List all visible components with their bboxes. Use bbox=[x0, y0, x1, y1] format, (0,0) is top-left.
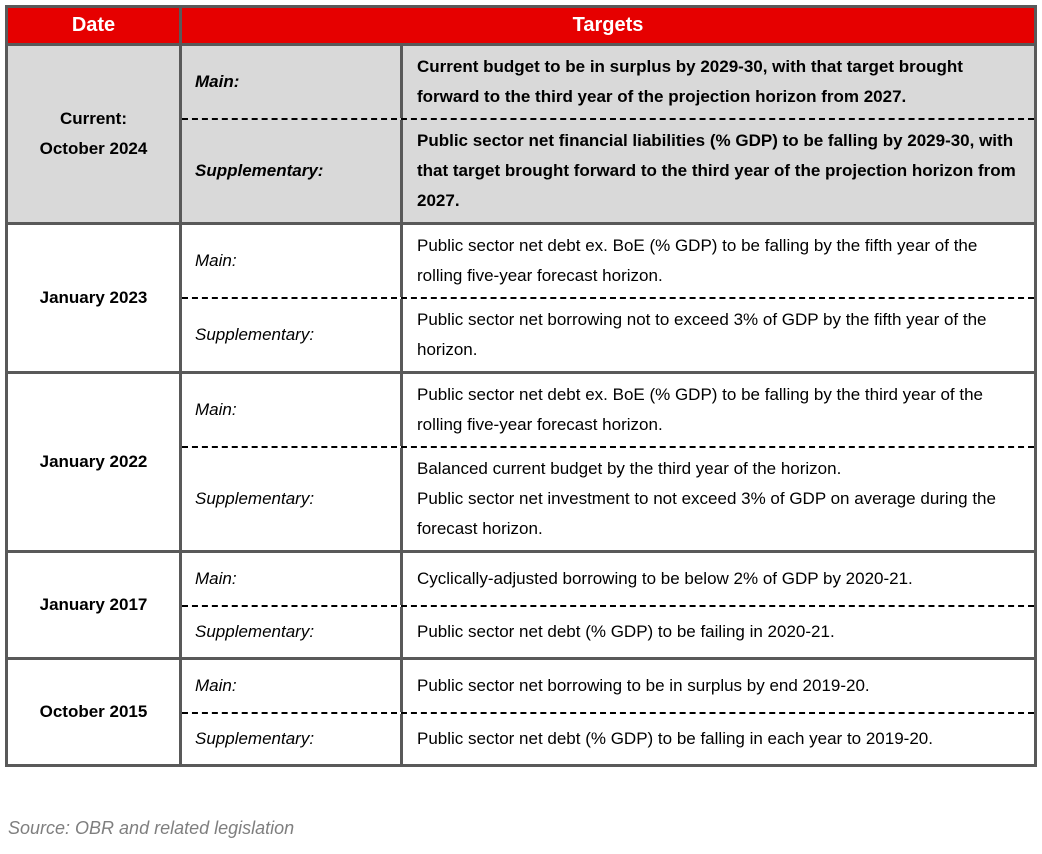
section-january-2017: January 2017 Main: Cyclically-adjusted b… bbox=[8, 550, 1034, 657]
supplementary-label: Supplementary: bbox=[182, 299, 403, 371]
main-label: Main: bbox=[182, 374, 403, 446]
main-target-text: Public sector net borrowing to be in sur… bbox=[417, 676, 870, 695]
main-target-text: Public sector net debt ex. BoE (% GDP) t… bbox=[417, 385, 984, 434]
table-header-row: Date Targets bbox=[8, 8, 1034, 46]
supplementary-target-text: Public sector net financial liabilities … bbox=[417, 131, 1016, 210]
supplementary-target-text: Public sector net debt (% GDP) to be fai… bbox=[417, 622, 835, 641]
main-label: Main: bbox=[182, 225, 403, 297]
section-january-2023: January 2023 Main: Public sector net deb… bbox=[8, 222, 1034, 371]
supplementary-label: Supplementary: bbox=[182, 714, 403, 764]
main-label: Main: bbox=[182, 553, 403, 605]
targets-column-header: Targets bbox=[572, 14, 644, 36]
section-january-2022: January 2022 Main: Public sector net deb… bbox=[8, 371, 1034, 550]
date-cell: Current: October 2024 bbox=[8, 46, 182, 222]
main-label: Main: bbox=[182, 46, 403, 118]
supplementary-target-text: Public sector net borrowing not to excee… bbox=[417, 310, 987, 359]
supplementary-label: Supplementary: bbox=[182, 120, 403, 222]
main-row: Main: Public sector net debt ex. BoE (% … bbox=[182, 225, 1034, 297]
date-column-header: Date bbox=[8, 8, 182, 43]
supplementary-label: Supplementary: bbox=[182, 607, 403, 657]
date-cell: October 2015 bbox=[8, 660, 182, 764]
supplementary-label: Supplementary: bbox=[182, 448, 403, 550]
date-cell: January 2017 bbox=[8, 553, 182, 657]
main-target-text: Cyclically-adjusted borrowing to be belo… bbox=[417, 569, 913, 588]
source-note: Source: OBR and related legislation bbox=[8, 818, 295, 838]
supplementary-target-text: Balanced current budget by the third yea… bbox=[417, 459, 996, 538]
main-row: Main: Cyclically-adjusted borrowing to b… bbox=[182, 553, 1034, 605]
supplementary-row: Supplementary: Public sector net borrowi… bbox=[182, 297, 1034, 371]
section-october-2015: October 2015 Main: Public sector net bor… bbox=[8, 657, 1034, 764]
main-row: Main: Public sector net borrowing to be … bbox=[182, 660, 1034, 712]
date-cell: January 2023 bbox=[8, 225, 182, 371]
supplementary-row: Supplementary: Public sector net debt (%… bbox=[182, 605, 1034, 657]
supplementary-row: Supplementary: Public sector net debt (%… bbox=[182, 712, 1034, 764]
section-current-october-2024: Current: October 2024 Main: Current budg… bbox=[8, 46, 1034, 222]
fiscal-targets-table: Date Targets Current: October 2024 Main:… bbox=[5, 5, 1037, 767]
main-label: Main: bbox=[182, 660, 403, 712]
main-row: Main: Current budget to be in surplus by… bbox=[182, 46, 1034, 118]
supplementary-row: Supplementary: Public sector net financi… bbox=[182, 118, 1034, 222]
supplementary-row: Supplementary: Balanced current budget b… bbox=[182, 446, 1034, 550]
date-cell: January 2022 bbox=[8, 374, 182, 550]
supplementary-target-text: Public sector net debt (% GDP) to be fal… bbox=[417, 729, 933, 748]
main-row: Main: Public sector net debt ex. BoE (% … bbox=[182, 374, 1034, 446]
main-target-text: Public sector net debt ex. BoE (% GDP) t… bbox=[417, 236, 978, 285]
main-target-text: Current budget to be in surplus by 2029-… bbox=[417, 57, 963, 106]
